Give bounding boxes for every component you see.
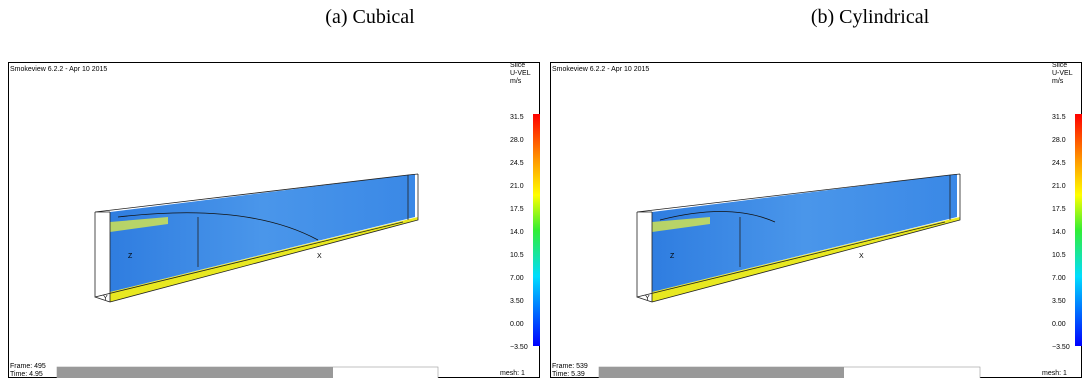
progress-fill (57, 367, 333, 378)
scale-label: 28.0 (510, 137, 524, 144)
colorbar (1075, 114, 1082, 346)
mesh: mesh: 1 (1042, 370, 1067, 377)
scale-label: 17.5 (1052, 206, 1066, 213)
caption: (a) Cubical (325, 6, 415, 28)
scale-label: 0.00 (1052, 321, 1066, 328)
scale-label: 31.5 (510, 114, 524, 121)
legend-title: U-VEL (1052, 70, 1073, 77)
scale-label: 21.0 (1052, 183, 1066, 190)
legend-title: Slice (510, 62, 525, 69)
frame: Frame: 495 (10, 363, 46, 370)
time: Time: 4.95 (10, 371, 43, 378)
legend-title: Slice (1052, 62, 1067, 69)
header: Smokeview 6.2.2 - Apr 10 2015 (10, 66, 107, 73)
axis-label: X (317, 253, 322, 260)
colorbar (533, 114, 545, 346)
axis-label: X (859, 253, 864, 260)
scale-label: 31.5 (1052, 114, 1066, 121)
figure: (a) Cubical (b) Cylindrical Smokeview 6.… (0, 0, 1082, 378)
mesh: mesh: 1 (500, 370, 525, 377)
scale-label: 24.5 (510, 160, 524, 167)
scale-label: 0.00 (510, 321, 524, 328)
scale-label: −3.50 (1052, 344, 1070, 351)
scale-label: 21.0 (510, 183, 524, 190)
axis-label: Z (128, 253, 133, 260)
scale-label: 17.5 (510, 206, 524, 213)
legend-title: m/s (510, 78, 522, 85)
scale-label: 3.50 (510, 298, 524, 305)
scale-label: 7.00 (1052, 275, 1066, 282)
time: Time: 5.39 (552, 371, 585, 378)
scale-label: 10.5 (510, 252, 524, 259)
scale-label: −3.50 (510, 344, 528, 351)
scale-label: 3.50 (1052, 298, 1066, 305)
scale-label: 24.5 (1052, 160, 1066, 167)
axis-label: Y (645, 295, 650, 302)
scale-label: 10.5 (1052, 252, 1066, 259)
legend-title: U-VEL (510, 70, 531, 77)
frame: Frame: 539 (552, 363, 588, 370)
progress-fill (599, 367, 844, 378)
scale-label: 14.0 (510, 229, 524, 236)
legend-title: m/s (1052, 78, 1064, 85)
scale-label: 7.00 (510, 275, 524, 282)
caption: (b) Cylindrical (811, 6, 930, 28)
scale-label: 28.0 (1052, 137, 1066, 144)
screenshot: Smokeview 6.2.2 - Apr 10 2015SliceU-VELm… (550, 62, 1082, 378)
screenshot: Smokeview 6.2.2 - Apr 10 2015SliceU-VELm… (8, 62, 545, 378)
scale-label: 14.0 (1052, 229, 1066, 236)
header: Smokeview 6.2.2 - Apr 10 2015 (552, 66, 649, 73)
axis-label: Y (103, 295, 108, 302)
axis-label: Z (670, 253, 675, 260)
